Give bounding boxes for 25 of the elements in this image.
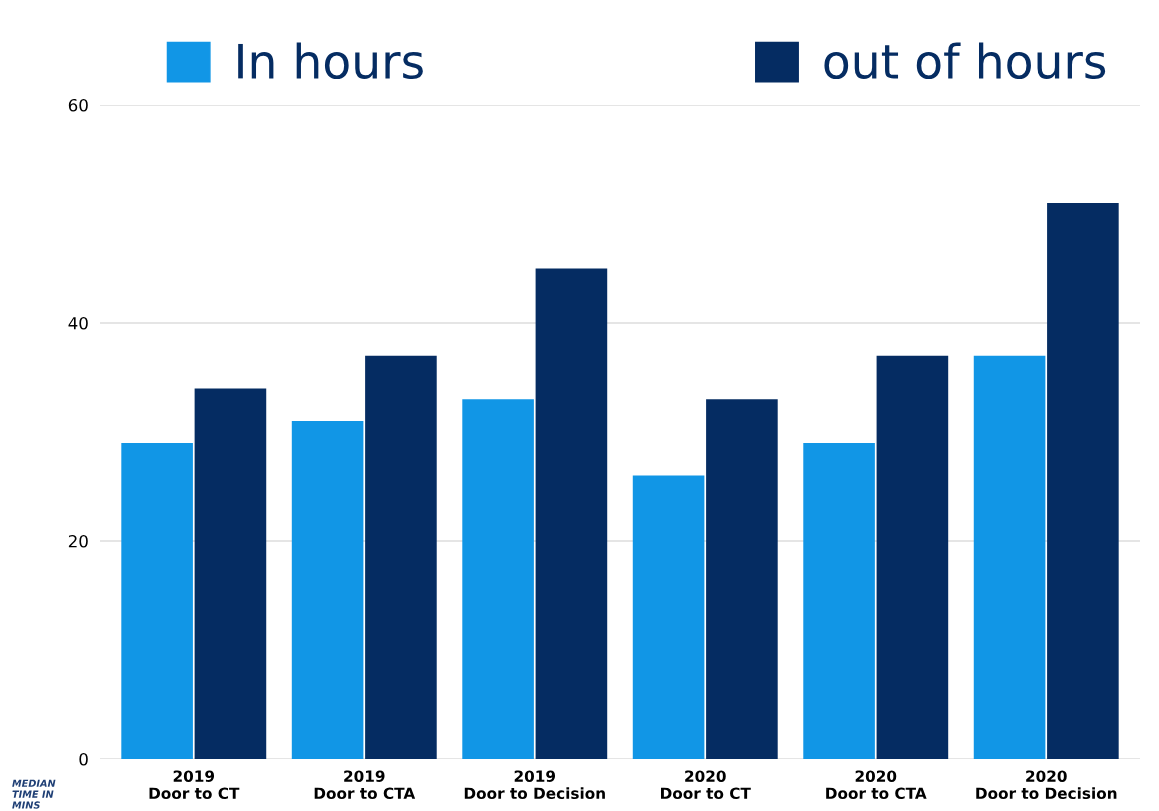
y-tick-label: 60 — [68, 98, 88, 112]
bar — [632, 475, 705, 759]
bar — [194, 388, 267, 759]
bar — [462, 399, 534, 759]
x-tick-label: 2020 Door to Decision — [976, 770, 1117, 800]
legend-label: In hours — [238, 42, 423, 80]
bar — [121, 442, 193, 759]
x-tick-label: 2020 Door to CTA — [826, 770, 927, 800]
bar — [365, 355, 437, 759]
bar — [973, 355, 1046, 759]
x-tick-label: 2019 Door to CTA — [314, 770, 416, 800]
y-tick-label: 0 — [79, 752, 88, 766]
x-tick-label: 2020 Door to CT — [661, 770, 751, 800]
bar — [803, 442, 875, 759]
bar — [706, 399, 778, 759]
legend-label: out of hours — [824, 42, 1106, 80]
y-tick-label: 40 — [68, 316, 88, 330]
x-tick-label: 2019 Door to Decision — [464, 770, 605, 800]
bar — [291, 421, 364, 759]
bar — [535, 268, 608, 759]
y-axis-title: MEDIAN TIME IN MINS — [12, 779, 56, 809]
x-tick-label: 2019 Door to CT — [149, 770, 240, 800]
bar — [1047, 203, 1119, 759]
y-tick-label: 20 — [68, 534, 88, 548]
bar — [876, 355, 949, 759]
